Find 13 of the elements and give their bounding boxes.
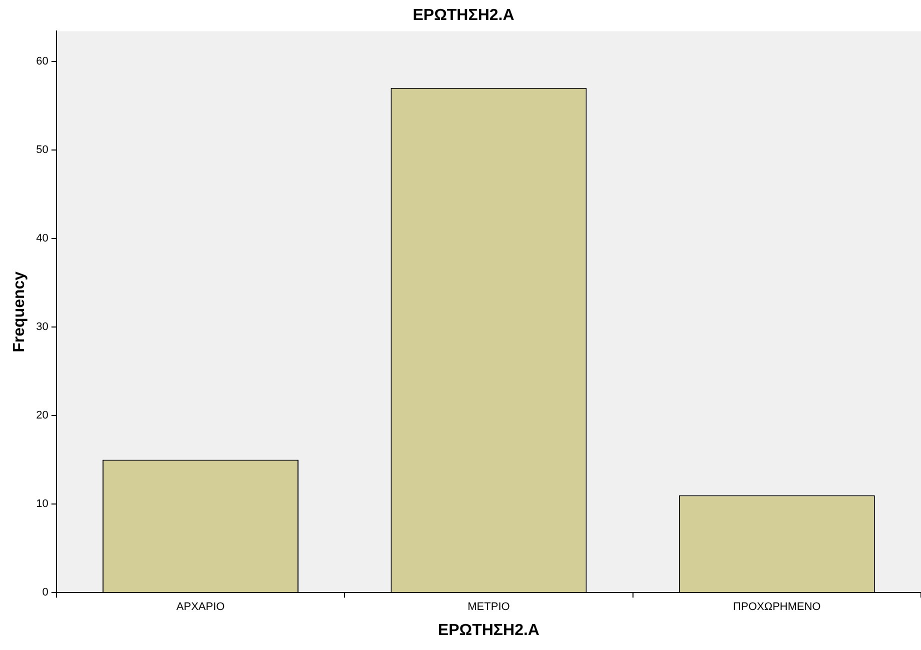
- x-tick-label: ΠΡΟΧΩΡΗΜΕΝΟ: [733, 601, 822, 614]
- y-tick-label: 40: [36, 232, 48, 244]
- x-tick-label: ΑΡΧΑΡΙΟ: [176, 601, 226, 614]
- x-tick-label: ΜΕΤΡΙΟ: [468, 601, 510, 614]
- x-axis-title: ΕΡΩΤΗΣΗ2.Α: [438, 622, 540, 639]
- y-tick-label: 0: [42, 586, 48, 599]
- y-tick-label: 30: [36, 320, 48, 333]
- y-tick-label: 50: [36, 144, 48, 156]
- chart-title: ΕΡΩΤΗΣΗ2.Α: [412, 7, 515, 24]
- y-tick-label: 10: [36, 498, 48, 510]
- y-tick-label: 20: [36, 410, 48, 422]
- y-tick-label: 60: [36, 55, 48, 68]
- y-axis-title: Frequency: [11, 271, 28, 352]
